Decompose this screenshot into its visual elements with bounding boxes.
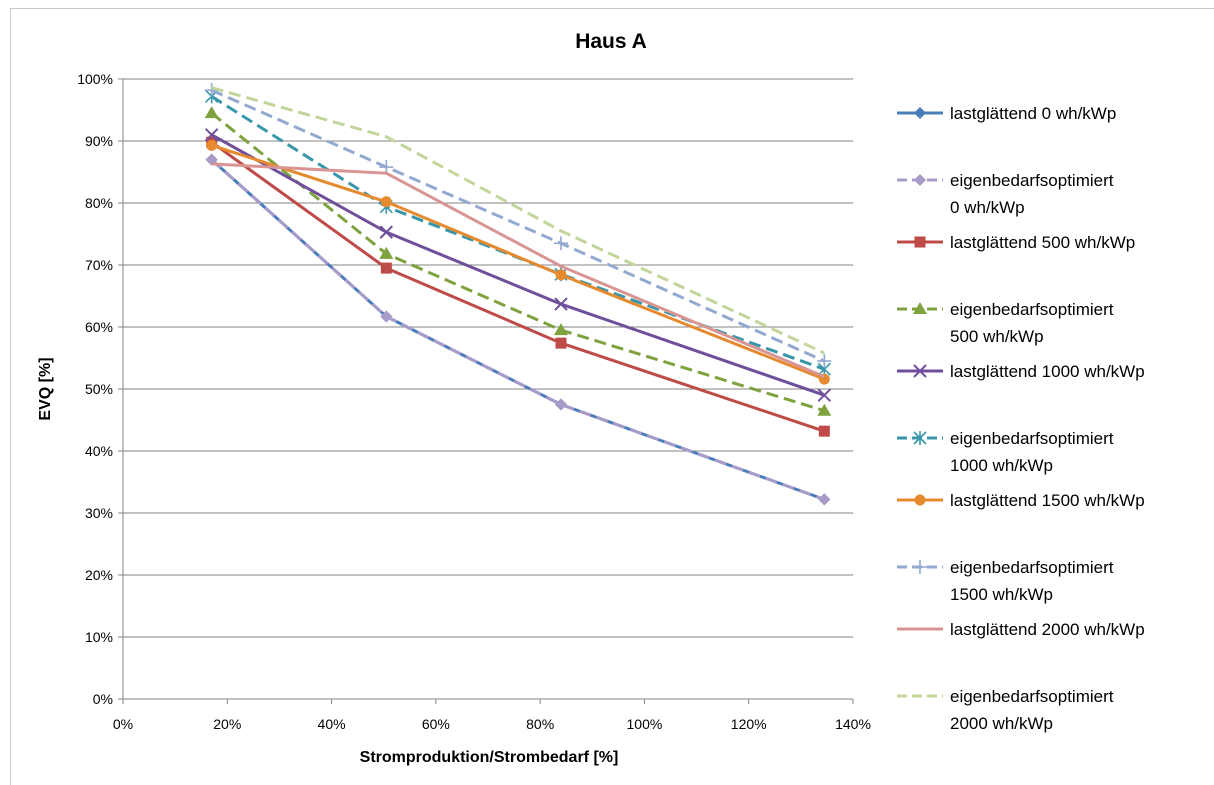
x-axis-title: Stromproduktion/Strombedarf [%] <box>360 749 619 766</box>
y-tick-label: 30% <box>85 505 113 521</box>
series-line <box>210 158 825 501</box>
data-point <box>913 302 927 314</box>
y-axis-title: EVQ [%] <box>37 357 54 420</box>
gridlines <box>123 78 853 638</box>
legend-label: eigenbedarfsoptimiert <box>950 687 1114 706</box>
x-tick-label: 0% <box>113 716 133 732</box>
legend-item-10: eigenbedarfsoptimiert 2000 wh/kWp <box>897 687 1114 733</box>
legend-label: lastglättend 1000 wh/kWp <box>950 362 1145 381</box>
series-line <box>210 158 825 501</box>
series-line <box>210 140 825 433</box>
y-tick-label: 60% <box>85 319 113 335</box>
legend-item-1: lastglättend 0 wh/kWp <box>897 104 1116 123</box>
legend-label: eigenbedarfsoptimiert <box>950 300 1114 319</box>
series-line <box>211 143 825 381</box>
data-point <box>380 196 392 208</box>
data-point <box>204 106 219 119</box>
series-lines <box>204 83 832 506</box>
y-tick-label: 50% <box>85 381 113 397</box>
data-point <box>914 236 926 248</box>
chart-title: Haus A <box>575 30 647 53</box>
x-tick-label: 40% <box>318 716 346 732</box>
data-point <box>555 269 567 281</box>
axes: 0% 10% 20% 30% 40% 50% 60% 70% 80% 90% 100% 0% 20% 40… <box>77 71 871 732</box>
legend-label: 1500 wh/kWp <box>950 585 1053 604</box>
series-4 <box>204 106 832 416</box>
data-point <box>555 337 567 349</box>
legend-item-9: lastglättend 2000 wh/kWp <box>897 620 1145 639</box>
legend-item-3: lastglättend 500 wh/kWp <box>897 233 1135 252</box>
x-tick-label: 20% <box>213 716 241 732</box>
series-8 <box>204 83 832 369</box>
x-tick-label: 80% <box>526 716 554 732</box>
data-point <box>913 364 927 378</box>
data-point <box>914 107 926 119</box>
chart-frame <box>10 8 1214 785</box>
legend-label: lastglättend 500 wh/kWp <box>950 233 1135 252</box>
legend-item-5: lastglättend 1000 wh/kWp <box>897 362 1145 381</box>
y-tick-label: 80% <box>85 195 113 211</box>
legend-label: eigenbedarfsoptimiert <box>950 558 1114 577</box>
data-point <box>818 425 830 437</box>
data-point <box>818 493 831 506</box>
legend-label: eigenbedarfsoptimiert <box>950 429 1114 448</box>
data-point <box>380 310 393 323</box>
data-point <box>554 297 568 311</box>
legend-item-8: eigenbedarfsoptimiert 1500 wh/kWp <box>897 558 1114 604</box>
series-line <box>210 133 825 397</box>
x-tick-label: 140% <box>835 716 871 732</box>
series-6 <box>205 89 831 377</box>
series-5 <box>204 128 832 402</box>
legend-label: lastglättend 0 wh/kWp <box>950 104 1116 123</box>
series-line <box>210 88 825 363</box>
data-point <box>379 225 394 239</box>
data-point <box>379 246 394 259</box>
data-point <box>817 403 832 416</box>
legend-item-2: eigenbedarfsoptimiert 0 wh/kWp <box>897 171 1114 217</box>
y-tick-label: 10% <box>85 629 113 645</box>
legend-label: lastglättend 1500 wh/kWp <box>950 491 1145 510</box>
series-9 <box>211 162 825 378</box>
series-line <box>211 162 825 378</box>
legend-label: 0 wh/kWp <box>950 198 1025 217</box>
legend-item-4: eigenbedarfsoptimiert 500 wh/kWp <box>897 300 1114 346</box>
series-line <box>210 95 825 371</box>
y-tick-label: 0% <box>93 691 113 707</box>
y-tick-label: 70% <box>85 257 113 273</box>
y-tick-label: 90% <box>85 133 113 149</box>
x-tick-label: 120% <box>731 716 767 732</box>
data-point <box>817 388 832 402</box>
legend-item-7: lastglättend 1500 wh/kWp <box>897 491 1145 510</box>
legend-label: eigenbedarfsoptimiert <box>950 171 1114 190</box>
data-point <box>206 139 218 151</box>
series-line <box>211 86 825 355</box>
series-line <box>210 111 825 413</box>
legend-item-6: eigenbedarfsoptimiert 1000 wh/kWp <box>897 429 1114 475</box>
series-2 <box>205 153 831 506</box>
data-point <box>380 262 392 274</box>
data-point <box>913 560 927 574</box>
legend-label: 500 wh/kWp <box>950 327 1044 346</box>
data-point <box>817 354 832 369</box>
legend: lastglättend 0 wh/kWp eigenbedarfsoptimie… <box>897 104 1145 733</box>
data-point <box>204 128 219 142</box>
legend-label: 2000 wh/kWp <box>950 714 1053 733</box>
y-tick-label: 40% <box>85 443 113 459</box>
y-tick-label: 100% <box>77 71 113 87</box>
x-tick-label: 60% <box>422 716 450 732</box>
legend-label: 1000 wh/kWp <box>950 456 1053 475</box>
y-tick-label: 20% <box>85 567 113 583</box>
x-tick-label: 100% <box>627 716 663 732</box>
data-point <box>554 323 568 336</box>
data-point <box>554 236 568 251</box>
data-point <box>914 494 926 506</box>
data-point <box>914 174 926 186</box>
series-10 <box>211 86 825 355</box>
data-point <box>555 398 567 411</box>
series-7 <box>206 139 830 385</box>
legend-label: lastglättend 2000 wh/kWp <box>950 620 1145 639</box>
data-point <box>913 431 927 445</box>
